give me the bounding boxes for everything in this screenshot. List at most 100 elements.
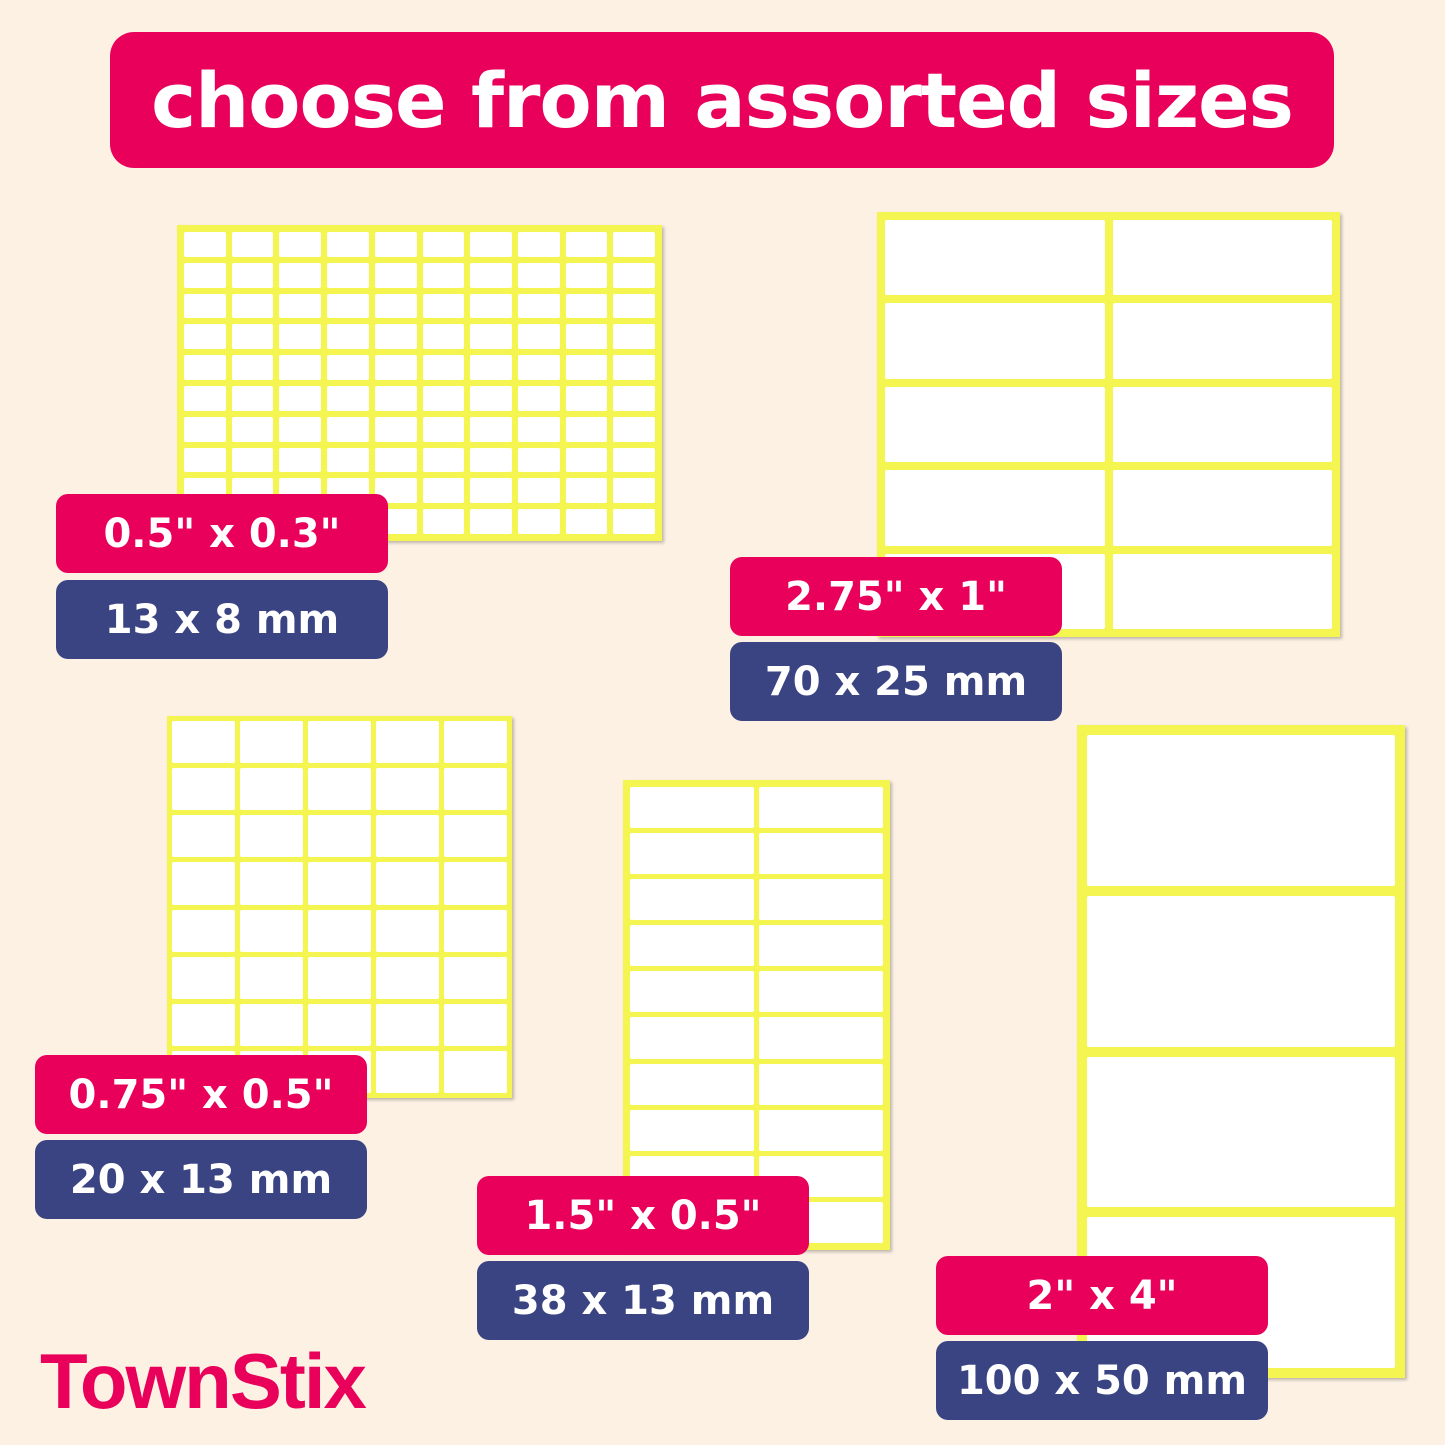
label-cell (231, 324, 274, 350)
label-cell (613, 385, 655, 411)
label-cell (240, 721, 303, 764)
label-cell (565, 324, 608, 350)
label-cell (470, 293, 512, 319)
townstix-logo: TownStix (40, 1337, 367, 1425)
label-cell (517, 293, 560, 319)
label-cell (1087, 1056, 1395, 1208)
label-cell (517, 262, 560, 288)
label-cell (327, 447, 369, 473)
label-cell (184, 416, 226, 442)
label-cell (759, 833, 883, 875)
label-cell (172, 721, 235, 764)
label-cell (565, 509, 608, 534)
label-cell (444, 1003, 507, 1046)
label-cell (376, 721, 439, 764)
label-cell (422, 293, 465, 319)
size-inches-tag: 2" x 4" (936, 1256, 1268, 1335)
label-cell (172, 909, 235, 952)
label-cell (613, 478, 655, 504)
label-cell (759, 787, 883, 829)
label-cell (1112, 470, 1332, 546)
label-cell (376, 956, 439, 999)
label-cell (376, 768, 439, 811)
label-cell (327, 262, 369, 288)
label-cell (184, 324, 226, 350)
label-cell (1112, 220, 1332, 296)
label-cell (517, 509, 560, 534)
label-cell (240, 815, 303, 858)
label-cell (184, 232, 226, 257)
label-cell (630, 787, 754, 829)
label-cell (517, 478, 560, 504)
size-mm-tag: 20 x 13 mm (35, 1140, 367, 1219)
label-cell (279, 355, 322, 380)
label-cell (240, 862, 303, 905)
label-cell (172, 956, 235, 999)
size-inches-tag: 1.5" x 0.5" (477, 1176, 809, 1255)
label-cell (184, 262, 226, 288)
label-cell (1112, 386, 1332, 463)
label-cell (422, 509, 465, 534)
label-cell (565, 262, 608, 288)
label-cell (444, 909, 507, 952)
label-cell (444, 956, 507, 999)
size-inches-tag: 0.75" x 0.5" (35, 1055, 367, 1134)
label-cell (231, 232, 274, 257)
label-cell (374, 416, 417, 442)
label-cell (759, 925, 883, 967)
label-cell (422, 447, 465, 473)
label-cell (231, 262, 274, 288)
headline-text: choose from assorted sizes (151, 55, 1294, 145)
label-cell (613, 293, 655, 319)
label-sheet-medium (167, 716, 512, 1098)
label-cell (565, 355, 608, 380)
label-cell (630, 1017, 754, 1059)
label-cell (422, 416, 465, 442)
label-cell (231, 293, 274, 319)
label-cell (327, 232, 369, 257)
label-cell (376, 862, 439, 905)
label-cell (759, 1109, 883, 1151)
size-mm-tag: 100 x 50 mm (936, 1341, 1268, 1420)
label-cell (630, 879, 754, 921)
label-cell (279, 416, 322, 442)
label-cell (279, 447, 322, 473)
label-cell (470, 324, 512, 350)
label-cell (374, 262, 417, 288)
label-cell (422, 478, 465, 504)
label-cell (374, 232, 417, 257)
label-cell (517, 447, 560, 473)
label-cell (327, 293, 369, 319)
label-cell (565, 232, 608, 257)
label-cell (184, 385, 226, 411)
label-cell (308, 721, 371, 764)
label-cell (517, 416, 560, 442)
label-cell (565, 385, 608, 411)
label-cell (470, 355, 512, 380)
label-cell (885, 386, 1105, 463)
label-cell (308, 768, 371, 811)
label-cell (759, 1063, 883, 1105)
size-mm-tag: 38 x 13 mm (477, 1261, 809, 1340)
label-cell (376, 1003, 439, 1046)
label-cell (374, 293, 417, 319)
label-cell (1087, 735, 1395, 886)
label-cell (470, 232, 512, 257)
label-sheet-narrow (623, 780, 890, 1250)
label-cell (184, 293, 226, 319)
label-cell (613, 232, 655, 257)
label-cell (630, 1063, 754, 1105)
label-cell (885, 220, 1105, 296)
label-cell (613, 447, 655, 473)
label-cell (565, 447, 608, 473)
label-cell (630, 1109, 754, 1151)
label-cell (444, 815, 507, 858)
size-inches-tag: 2.75" x 1" (730, 557, 1062, 636)
label-cell (240, 956, 303, 999)
label-cell (240, 909, 303, 952)
label-cell (376, 1050, 439, 1093)
label-cell (422, 355, 465, 380)
label-cell (517, 385, 560, 411)
label-cell (374, 355, 417, 380)
label-cell (759, 879, 883, 921)
